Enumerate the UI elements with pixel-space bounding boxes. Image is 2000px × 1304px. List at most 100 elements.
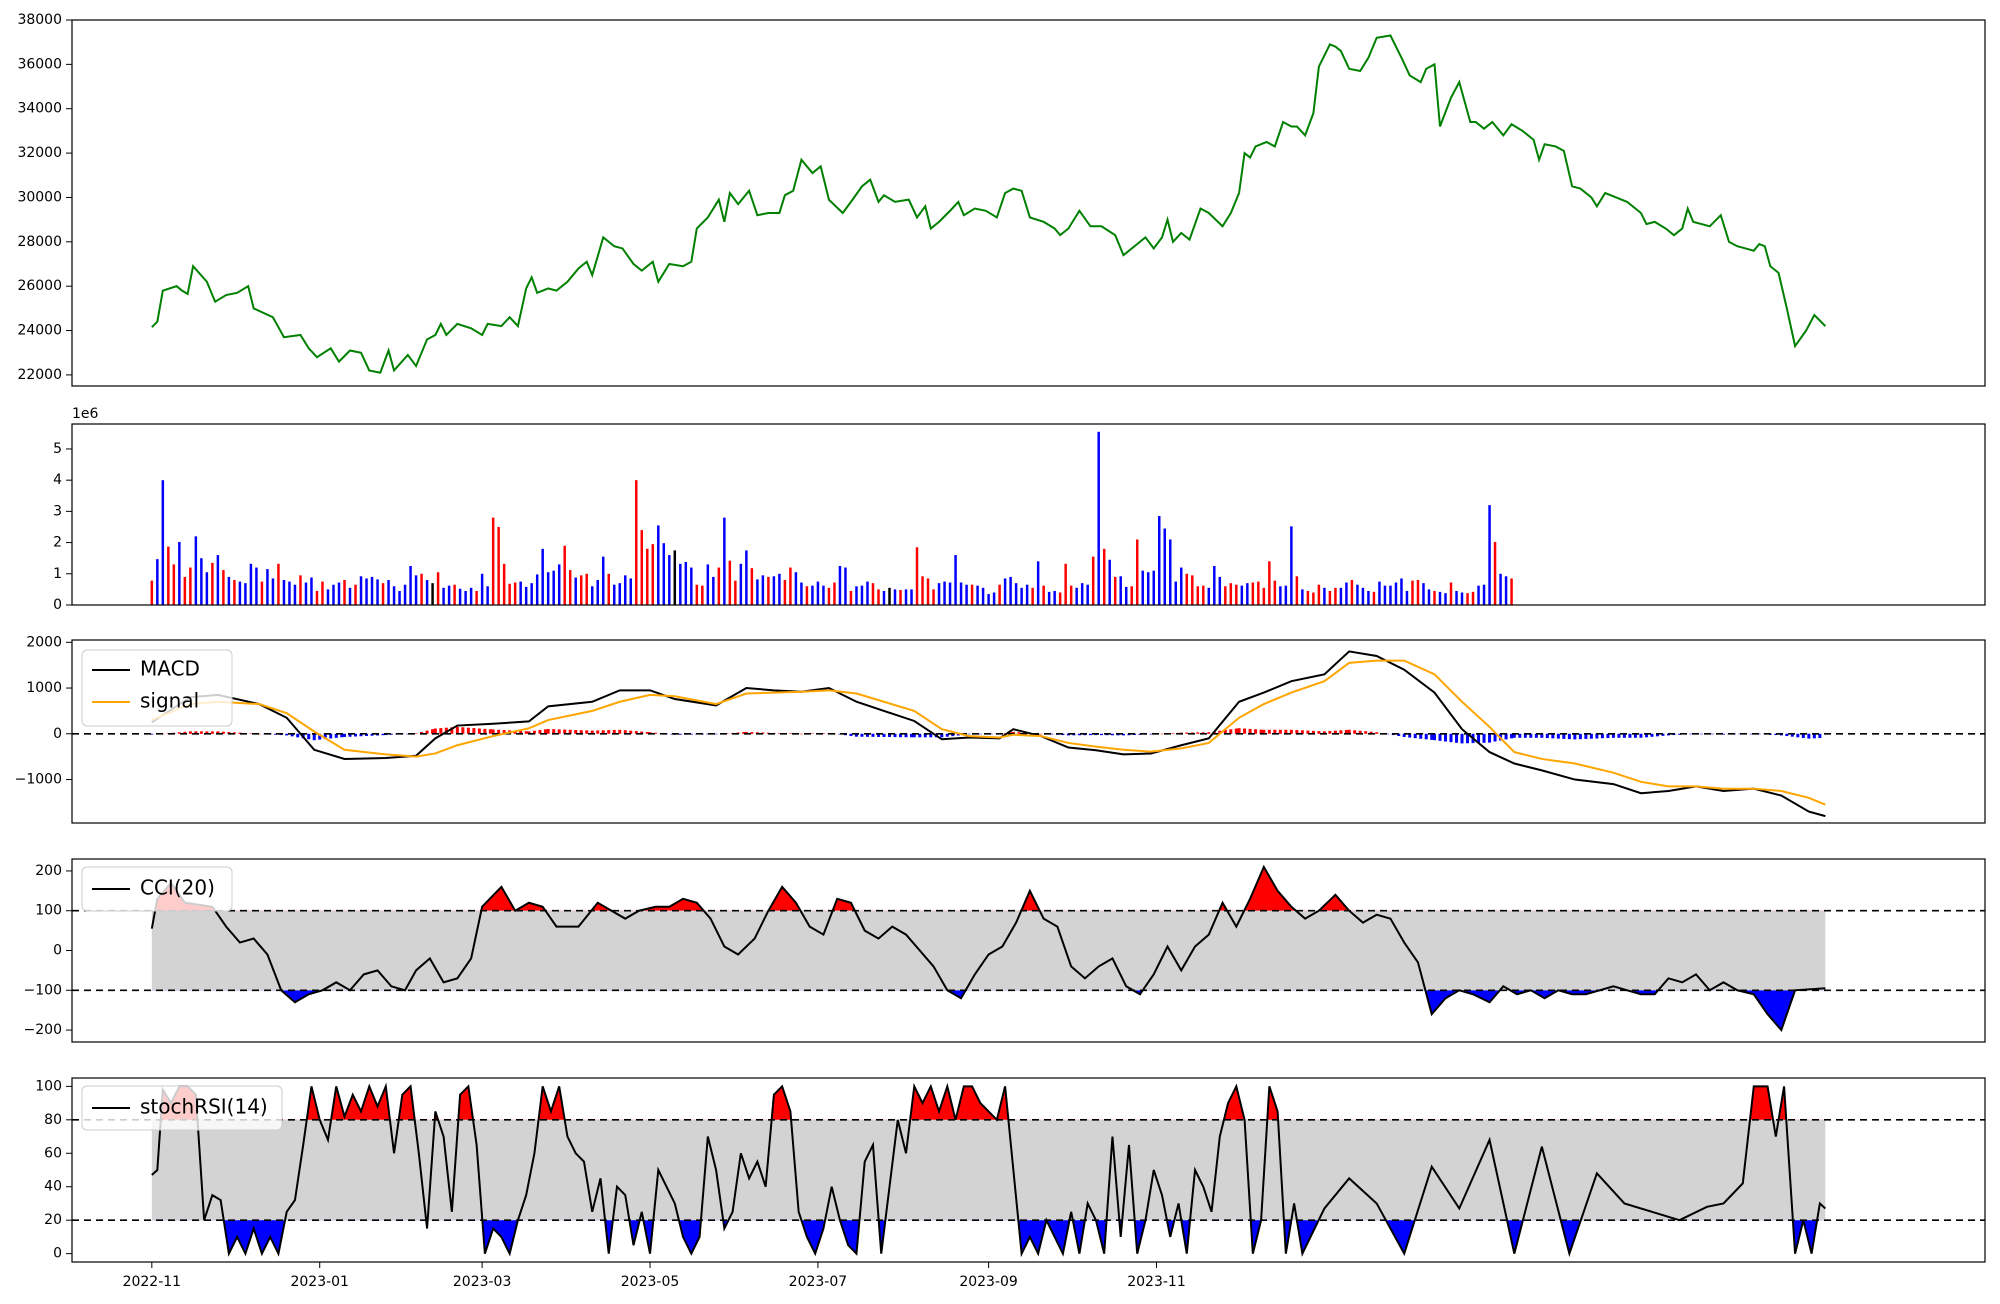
volume-bar: [624, 575, 627, 605]
volume-bar: [767, 576, 770, 605]
macd-histogram-bar: [502, 730, 506, 734]
volume-bar: [1091, 556, 1095, 605]
macd-histogram-bar: [956, 733, 960, 736]
volume-bar: [970, 584, 974, 605]
volume-bar: [205, 572, 209, 605]
volume-bar: [1510, 578, 1513, 605]
volume-bar: [981, 587, 985, 605]
volume-bar: [568, 570, 572, 605]
volume-bar: [965, 584, 968, 605]
macd-histogram-bar: [524, 731, 528, 734]
macd-histogram-bar: [406, 733, 410, 735]
macd-histogram-bar: [899, 733, 903, 738]
y-tick-label: −100: [24, 982, 62, 998]
volume-bar: [1113, 576, 1117, 605]
volume-bar: [354, 584, 357, 605]
macd-histogram-bar: [1644, 733, 1648, 738]
volume-bar: [1207, 587, 1211, 605]
macd-histogram-bar: [689, 733, 693, 735]
macd-histogram-bar: [1534, 733, 1538, 738]
volume-bar: [838, 565, 842, 605]
y-tick-label: 200: [35, 863, 62, 879]
macd-histogram-bar: [1430, 733, 1434, 740]
volume-bar: [1334, 587, 1337, 605]
volume-bar: [684, 561, 688, 605]
volume-bar: [756, 579, 759, 605]
price-panel: 22000 24000 26000 28000 30000 32000 34000 36000…: [17, 12, 1986, 387]
volume-bar: [370, 576, 374, 605]
macd-histogram-bar: [1722, 733, 1726, 735]
macd-histogram-bar: [1482, 733, 1486, 743]
band-fill: [151, 910, 1826, 991]
volume-bar: [844, 567, 847, 605]
macd-histogram-bar: [978, 733, 982, 735]
overbought-fill: [160, 1086, 1787, 1120]
y-tick-label: 2000: [26, 634, 62, 650]
macd-histogram-bar: [348, 733, 352, 737]
band-fill: [151, 1119, 1826, 1221]
macd-histogram-bar: [1185, 732, 1189, 734]
macd-histogram-bar: [1606, 733, 1610, 739]
volume-bar: [486, 586, 489, 605]
volume-bar: [227, 576, 231, 605]
volume-bar: [1449, 582, 1453, 605]
macd-histogram-bar: [849, 733, 853, 736]
macd-histogram-bar: [466, 727, 470, 734]
macd-histogram-bar: [585, 730, 589, 734]
macd-histogram-bar: [216, 731, 220, 734]
volume-bar: [1339, 587, 1343, 605]
y-tick-label: 22000: [17, 367, 62, 383]
macd-histogram-bar: [370, 733, 374, 736]
volume-bar: [535, 574, 539, 605]
macd-histogram-bar: [1801, 733, 1805, 738]
macd-histogram-bar: [1600, 733, 1604, 739]
macd-histogram-bar: [1518, 733, 1522, 738]
volume-bar: [359, 576, 363, 605]
volume-bar: [1466, 593, 1469, 605]
macd-histogram-bar: [1611, 733, 1615, 738]
volume-bar: [475, 590, 478, 605]
macd-histogram-bar: [865, 733, 869, 737]
macd-histogram-bar: [601, 730, 605, 734]
macd-histogram-bar: [777, 733, 781, 734]
y-tick-label: 2: [53, 535, 62, 551]
volume-bar: [403, 584, 407, 605]
macd-histogram-bar: [1328, 731, 1332, 734]
macd-histogram-bar: [645, 731, 649, 734]
macd-histogram-bar: [450, 727, 454, 734]
volume-bar: [943, 581, 946, 605]
macd-histogram-bar: [678, 733, 682, 735]
volume-bar: [387, 580, 390, 605]
macd-histogram-bar: [150, 733, 154, 735]
stochrsi-line: [151, 1082, 1827, 1258]
volume-bar: [998, 584, 1001, 605]
y-tick-label: 40: [44, 1179, 62, 1195]
macd-histogram-bar: [1254, 729, 1258, 734]
volume-bar: [657, 525, 660, 605]
volume-bar: [1262, 587, 1266, 605]
macd-histogram-bar: [1110, 733, 1114, 736]
macd-histogram-bar: [227, 732, 231, 734]
volume-bar: [425, 580, 429, 605]
macd-histogram-bar: [1353, 730, 1357, 734]
macd-histogram-bar: [967, 733, 971, 735]
volume-bar: [596, 580, 599, 605]
legend: CCI(20): [81, 866, 233, 912]
volume-bar: [541, 548, 544, 605]
volume-bar: [497, 526, 500, 605]
x-tick-label: 2023-09: [959, 1274, 1018, 1290]
macd-histogram-bar: [799, 733, 803, 735]
macd-histogram-bar: [461, 727, 465, 734]
volume-bar: [1185, 573, 1189, 605]
macd-histogram-bar: [1358, 730, 1362, 734]
volume-bar: [337, 582, 341, 605]
macd-histogram-bar: [854, 733, 858, 737]
macd-histogram-bar: [945, 733, 949, 737]
macd-histogram-bar: [290, 733, 294, 737]
macd-histogram-bar: [1413, 733, 1417, 739]
volume-bar: [1460, 592, 1464, 605]
macd-histogram-bar: [1003, 733, 1007, 734]
macd-histogram-bar: [929, 733, 933, 738]
volume-bar: [1069, 585, 1073, 605]
